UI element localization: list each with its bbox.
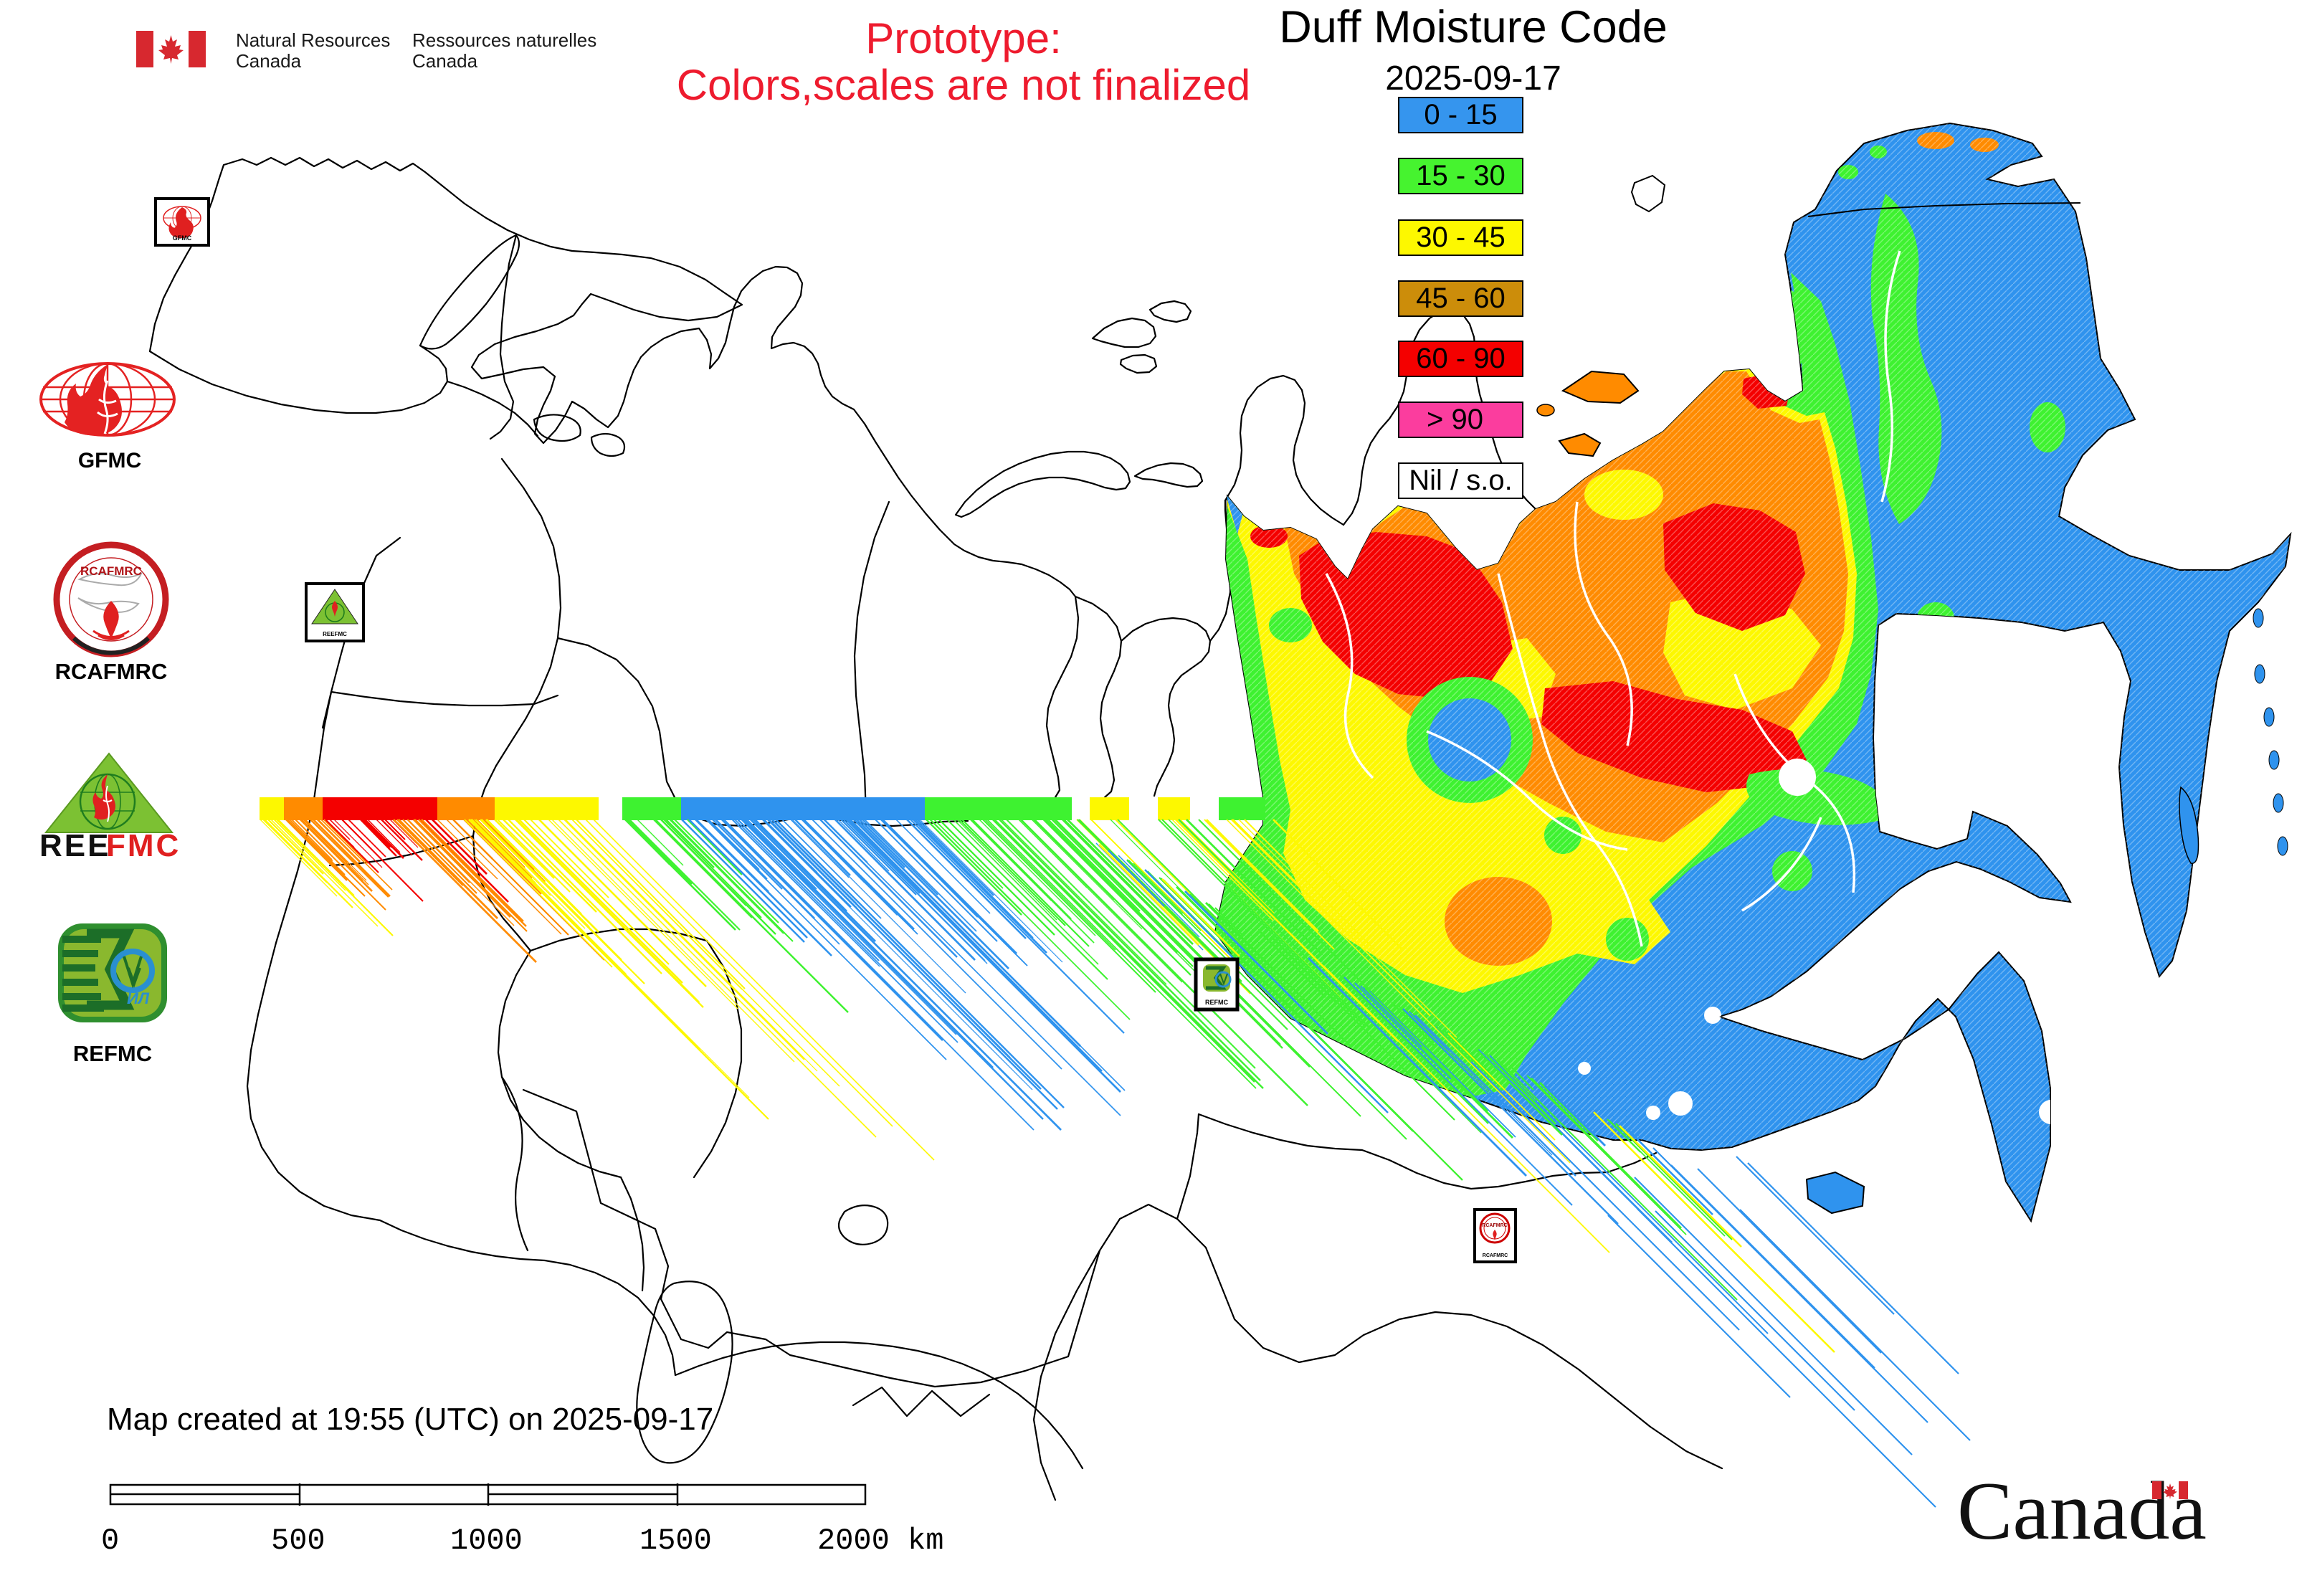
svg-text:2000 km: 2000 km bbox=[817, 1524, 943, 1554]
svg-text:1500: 1500 bbox=[639, 1524, 712, 1554]
svg-text:ИЛ: ИЛ bbox=[127, 989, 150, 1007]
svg-text:GFMC: GFMC bbox=[78, 449, 141, 472]
svg-text:500: 500 bbox=[271, 1524, 325, 1554]
svg-text:REFMC: REFMC bbox=[73, 1041, 152, 1066]
svg-text:FMC: FMC bbox=[106, 828, 181, 863]
svg-text:RCAFMRC: RCAFMRC bbox=[80, 564, 142, 578]
svg-text:RCAFMRC: RCAFMRC bbox=[55, 659, 168, 684]
svg-text:0: 0 bbox=[101, 1524, 119, 1554]
svg-text:RCAFMRC: RCAFMRC bbox=[1483, 1253, 1508, 1258]
svg-text:REEFMC: REEFMC bbox=[323, 631, 347, 637]
svg-text:RCAFMRC: RCAFMRC bbox=[1482, 1223, 1507, 1228]
svg-text:REE: REE bbox=[39, 828, 110, 863]
svg-text:1000: 1000 bbox=[450, 1524, 523, 1554]
svg-text:REFMC: REFMC bbox=[1205, 999, 1228, 1006]
svg-text:GFMC: GFMC bbox=[173, 234, 192, 242]
